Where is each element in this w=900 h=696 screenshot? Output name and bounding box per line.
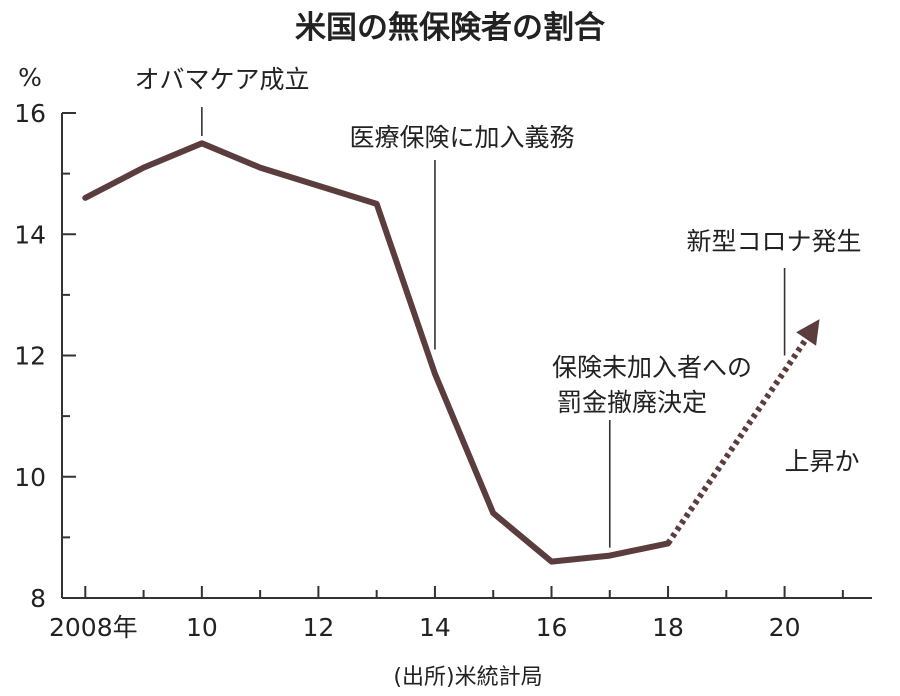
series-layer [82, 140, 820, 565]
annotation-obamacare: オバマケア成立 [134, 65, 309, 94]
annotation-penalty-line1: 保険未加入者への [552, 353, 752, 382]
x-tick-label: 10 [186, 613, 218, 642]
axes-layer: 8 10 12 14 16 2008年 10 12 14 16 18 20 [14, 99, 872, 642]
x-tick-label: 20 [769, 613, 801, 642]
x-tick-label: 2008年 [49, 613, 138, 642]
annotation-penalty-line2: 罰金撤廃決定 [557, 388, 707, 417]
annotation-covid: 新型コロナ発生 [686, 227, 861, 256]
annotation-rise: 上昇か [784, 447, 859, 476]
y-tick-label: 8 [30, 584, 46, 613]
x-tick-label: 14 [419, 613, 451, 642]
x-tick-label: 12 [302, 613, 334, 642]
source-note: (出所)米統計局 [393, 665, 542, 690]
y-tick-label: 10 [14, 463, 46, 492]
annotation-mandate: 医療保険に加入義務 [349, 123, 574, 152]
x-tick-label: 16 [536, 613, 568, 642]
uninsured-rate-line [82, 140, 671, 565]
y-tick-label: 12 [14, 342, 46, 371]
y-tick-label: 16 [14, 99, 46, 128]
projection-dotted-line [665, 337, 809, 546]
x-tick-label: 18 [652, 613, 684, 642]
chart-title: 米国の無保険者の割合 [295, 10, 605, 46]
y-tick-label: 14 [14, 220, 46, 249]
projection-arrowhead [796, 319, 820, 346]
y-unit-label: % [18, 63, 42, 92]
